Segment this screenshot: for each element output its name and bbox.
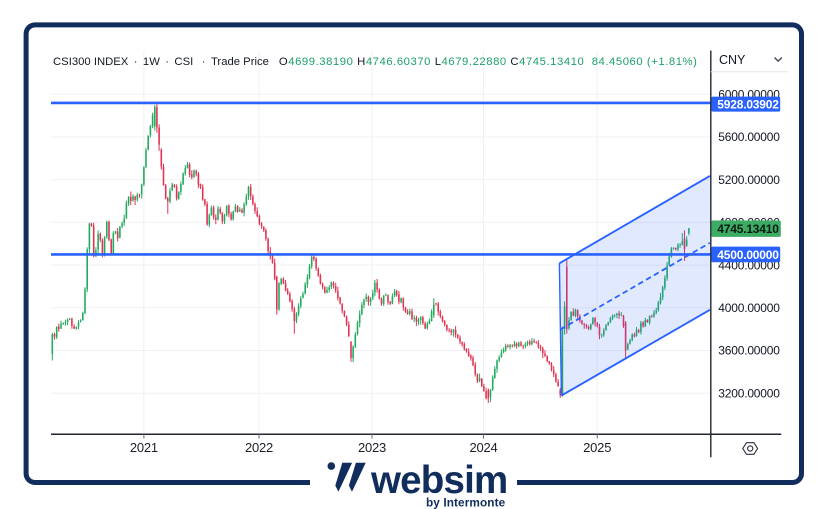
- svg-text:4745.13410: 4745.13410: [717, 222, 779, 236]
- svg-text:2022: 2022: [245, 440, 273, 455]
- svg-text:CSI300 INDEX · 1W · CSI: CSI300 INDEX · 1W · CSI · Trade Price O4…: [53, 56, 697, 68]
- svg-text:5928.03902: 5928.03902: [717, 97, 779, 111]
- svg-text:2021: 2021: [130, 440, 158, 455]
- svg-text:4500.00000: 4500.00000: [717, 248, 779, 262]
- svg-text:CNY: CNY: [719, 53, 746, 67]
- svg-text:websim: websim: [370, 459, 507, 502]
- svg-text:3200.00000: 3200.00000: [718, 386, 780, 400]
- svg-text:5200.00000: 5200.00000: [718, 173, 780, 187]
- svg-text:4000.00000: 4000.00000: [718, 301, 780, 315]
- svg-text:5600.00000: 5600.00000: [718, 130, 780, 144]
- svg-text:2025: 2025: [583, 440, 611, 455]
- svg-text:by Intermonte: by Intermonte: [426, 496, 506, 509]
- svg-text:3600.00000: 3600.00000: [718, 344, 780, 358]
- svg-text:2024: 2024: [469, 440, 497, 455]
- svg-text:2023: 2023: [358, 440, 386, 455]
